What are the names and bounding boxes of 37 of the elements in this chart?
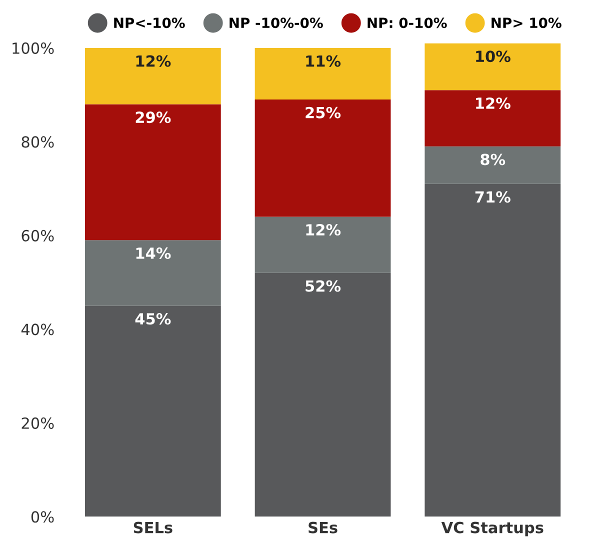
data-label: 12%	[136, 55, 171, 67]
bar	[84, 104, 221, 240]
data-label: 8%	[480, 154, 506, 166]
data-label: 14%	[136, 247, 171, 259]
y-tick-label: 60%	[22, 230, 54, 242]
x-tick-label: SEs	[308, 522, 338, 534]
legend-label: NP -10%-0%	[230, 18, 323, 28]
data-label: 52%	[306, 280, 341, 292]
y-tick-label: 80%	[22, 136, 54, 148]
x-tick-label: SELs	[134, 522, 172, 534]
legend-label: NP> 10%	[492, 18, 562, 28]
bar	[424, 146, 561, 184]
data-label: 45%	[135, 313, 171, 325]
data-label: 12%	[476, 97, 510, 110]
data-label: 29%	[136, 112, 171, 124]
data-label: 25%	[306, 106, 341, 118]
data-label: 12%	[306, 224, 341, 236]
data-label: 11%	[306, 55, 341, 67]
bar	[254, 100, 391, 217]
data-label: 71%	[475, 191, 510, 203]
bar	[424, 90, 561, 146]
legend-label: NP: 0-10%	[368, 18, 447, 28]
bar	[84, 306, 221, 517]
bar	[254, 272, 391, 517]
y-tick-label: 0%	[31, 511, 54, 523]
bar	[84, 48, 221, 104]
x-tick-label: VC Startups	[441, 522, 544, 536]
y-tick-label: 20%	[22, 417, 54, 429]
bar	[254, 216, 391, 273]
y-tick-label: 40%	[21, 324, 54, 336]
legend-label: NP<-10%	[114, 18, 185, 28]
bar	[424, 43, 561, 90]
bar	[424, 184, 561, 517]
bar	[254, 48, 391, 100]
y-tick-label: 100%	[12, 42, 54, 54]
data-label: 10%	[476, 50, 510, 62]
bar	[84, 240, 221, 306]
